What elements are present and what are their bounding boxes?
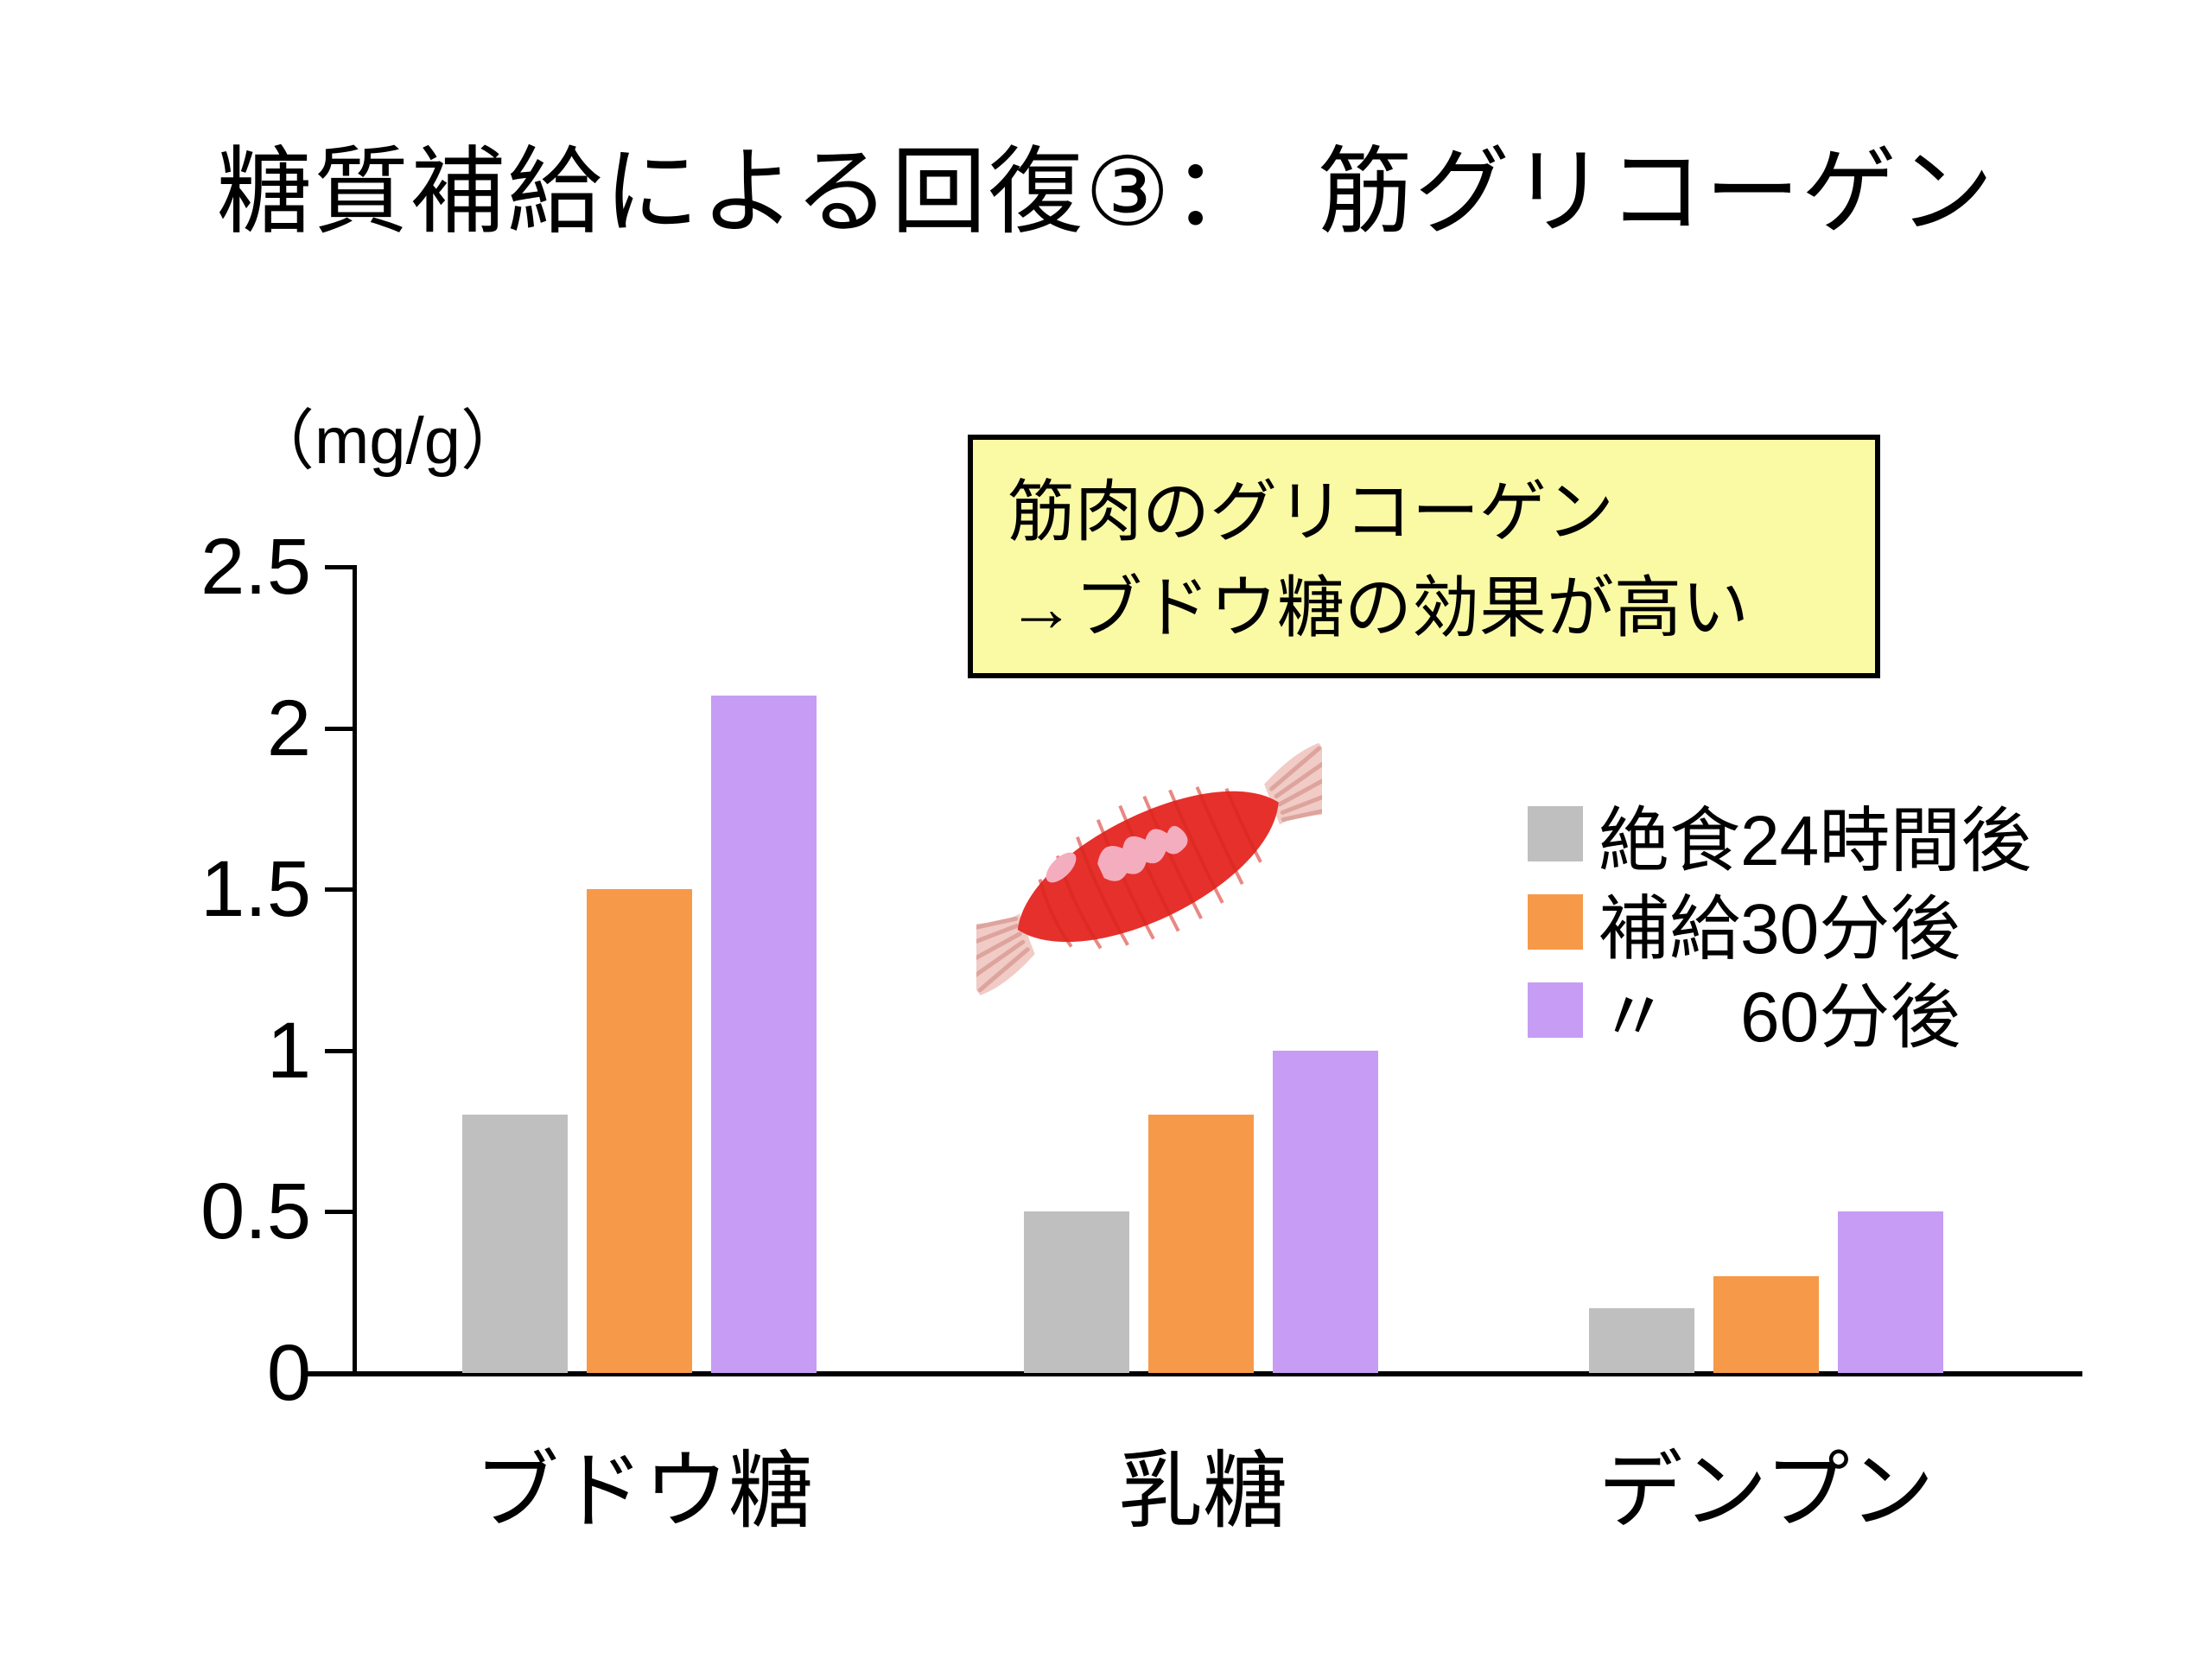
bar-乳糖-series3	[1273, 1051, 1378, 1373]
bar-ブドウ糖-series1	[462, 1115, 568, 1373]
legend-swatch-icon	[1528, 894, 1583, 950]
bar-乳糖-series2	[1148, 1115, 1254, 1373]
y-axis-tick	[325, 1210, 354, 1215]
muscle-icon	[976, 730, 1322, 1007]
legend-item: 〃 60分後	[1528, 967, 1961, 1057]
legend-swatch-icon	[1528, 982, 1583, 1038]
legend-label: 絶食24時間後	[1599, 801, 2032, 880]
bar-乳糖-series1	[1024, 1211, 1129, 1373]
legend-swatch-icon	[1528, 806, 1583, 861]
callout-line2: →ブドウ糖の効果が高い	[1007, 569, 1750, 645]
legend-label: 〃 60分後	[1599, 977, 1961, 1057]
y-axis-tick-label: 1.5	[200, 845, 311, 934]
y-axis-unit-label: （mg/g）	[249, 404, 526, 478]
bar-デンプン-series1	[1589, 1308, 1694, 1373]
bar-ブドウ糖-series3	[711, 696, 817, 1373]
legend-item: 補給30分後	[1528, 879, 1961, 969]
x-axis-label-2: 乳糖	[1117, 1443, 1287, 1538]
x-axis-label-3: デンプン	[1598, 1443, 1935, 1538]
y-axis-tick	[325, 1048, 354, 1053]
y-axis-tick	[325, 726, 354, 731]
y-axis-tick-label: 1	[266, 1006, 311, 1095]
y-axis-tick-label: 0	[266, 1329, 311, 1417]
bar-デンプン-series3	[1838, 1211, 1943, 1373]
x-axis-line	[308, 1371, 2082, 1376]
page-title: 糖質補給による回復③： 筋グリコーゲン	[216, 139, 1996, 245]
callout-box: 筋肉のグリコーゲン →ブドウ糖の効果が高い	[968, 435, 1880, 678]
y-axis-tick	[325, 887, 354, 893]
y-axis-tick-label: 2	[266, 683, 311, 772]
y-axis-line	[353, 565, 357, 1375]
x-axis-label-1: ブドウ糖	[474, 1443, 813, 1538]
y-axis-tick-label: 2.5	[200, 523, 311, 611]
bar-ブドウ糖-series2	[587, 889, 692, 1373]
legend-label: 補給30分後	[1599, 889, 1961, 969]
legend-item: 絶食24時間後	[1528, 791, 2031, 880]
callout-line1: 筋肉のグリコーゲン	[1007, 474, 1615, 550]
y-axis-tick	[325, 565, 354, 569]
y-axis-tick-label: 0.5	[200, 1167, 311, 1256]
bar-デンプン-series2	[1713, 1276, 1819, 1373]
